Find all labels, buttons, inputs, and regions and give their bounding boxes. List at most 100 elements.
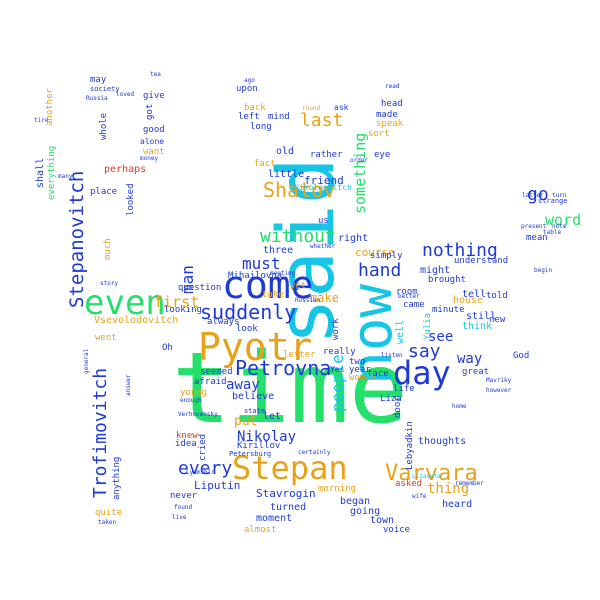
word-began: began <box>340 496 371 507</box>
word-listen: listen <box>381 352 403 359</box>
word-last: last <box>300 110 344 131</box>
word-minute: minute <box>432 305 465 315</box>
word-people: people <box>328 354 347 412</box>
word-right: right <box>338 233 369 244</box>
word-come: come <box>222 263 314 307</box>
word-day: day <box>393 354 451 392</box>
word-good: good <box>143 125 165 135</box>
word-fact: fact <box>254 159 276 169</box>
word-friend: friend <box>304 174 344 187</box>
word-lyamshin: Lyamshin <box>186 469 215 476</box>
word-begin: begin <box>534 267 553 274</box>
word-going: going <box>350 506 381 517</box>
word-brought: brought <box>428 275 466 285</box>
word-knew: knew <box>176 431 198 441</box>
word-left: left <box>238 112 260 122</box>
word-mean: mean <box>526 233 548 243</box>
word-answer: answer <box>125 374 132 396</box>
word-verhovensky: Verhovensky <box>178 411 218 418</box>
word-still: still <box>466 311 497 322</box>
word-work: work <box>331 318 341 340</box>
word-great: great <box>462 367 490 377</box>
word-yulia: Yulia <box>423 312 433 340</box>
word-almost: almost <box>244 525 277 535</box>
word-two: two <box>349 357 366 367</box>
word-might: might <box>420 265 451 276</box>
word-ask: ask <box>334 103 349 112</box>
word-live: live <box>172 514 187 521</box>
word-table: table <box>543 229 562 236</box>
word-year: year <box>349 365 371 375</box>
word-rather: rather <box>310 150 343 160</box>
word-eye: eye <box>374 150 391 160</box>
word-shall: shall <box>35 157 46 188</box>
word-place: place <box>90 187 118 197</box>
word-ago: ago <box>244 77 255 84</box>
word-without: without <box>260 226 336 247</box>
word-looked: looked <box>126 183 136 216</box>
word-may: may <box>90 75 107 85</box>
word-lebyadkin: Lebyadkin <box>405 421 415 470</box>
word-liputin: Liputin <box>194 479 241 492</box>
word-better: better <box>398 293 420 300</box>
word-really: really <box>323 347 356 357</box>
word-course: course <box>355 246 395 259</box>
word-back: back <box>244 103 266 113</box>
word-stepan: Stepan <box>232 449 348 487</box>
word-vsevolodovitch: Vsevolodovitch <box>94 315 179 326</box>
word-put: put <box>234 414 258 429</box>
word-life: life <box>393 384 415 394</box>
word-every: every <box>178 458 233 479</box>
word-petersburg: Petersburg <box>229 450 272 458</box>
word-quite: quite <box>95 508 123 518</box>
word-society: society <box>90 85 120 93</box>
word-say: say <box>408 341 441 362</box>
word-however: however <box>486 387 512 394</box>
word-believe: believe <box>232 391 275 402</box>
word-strange: strange <box>538 197 568 205</box>
word-hand: hand <box>358 260 402 281</box>
word-loved: loved <box>116 91 135 98</box>
word-thoughts: thoughts <box>418 436 467 447</box>
word-room: room <box>396 287 418 297</box>
word-make: make <box>310 291 339 305</box>
word-long: long <box>250 122 272 132</box>
word-order: order <box>350 157 369 164</box>
word-varvara: Varvara <box>385 461 478 486</box>
word-tell: tell <box>462 289 487 300</box>
word-trofimovitch: Trofimovitch <box>90 367 111 498</box>
word-take: take <box>262 290 284 300</box>
word-letter: letter <box>283 350 316 360</box>
word-tire: tire <box>34 117 49 124</box>
word-many: many <box>58 173 73 180</box>
word-perhaps: perhaps <box>104 164 147 175</box>
word-nikolaevitch: Nikolaevitch <box>294 183 352 192</box>
word-found: found <box>174 504 193 511</box>
word-voice: voice <box>383 525 411 535</box>
word-heard: heard <box>442 499 473 510</box>
word-house: house <box>453 295 484 306</box>
word-never: never <box>170 491 198 501</box>
word-state: state <box>244 407 266 415</box>
word-moment: moment <box>256 513 293 524</box>
word-oh: Oh <box>162 343 173 353</box>
word-present: present <box>521 223 547 230</box>
word-turned: turned <box>270 502 307 513</box>
word-everything: everything <box>47 145 57 200</box>
word-us: us <box>318 216 329 226</box>
word-door: door <box>393 396 403 418</box>
word-nikolay: Nikolay <box>237 429 297 445</box>
word-mihailovna: Mihailovna <box>228 271 283 281</box>
word-old: old <box>276 146 295 157</box>
word-round: round <box>302 105 321 112</box>
word-give: give <box>143 91 165 101</box>
word-three: three <box>263 245 294 256</box>
word-lizaveta: Lizaveta <box>412 473 441 480</box>
word-stepanovitch: Stepanovitch <box>66 170 88 308</box>
word-liza: Liza <box>380 394 402 404</box>
word-story: story <box>100 280 119 287</box>
word-word: word <box>545 211 582 229</box>
word-simply: simply <box>370 251 403 261</box>
word-think: think <box>462 321 493 332</box>
